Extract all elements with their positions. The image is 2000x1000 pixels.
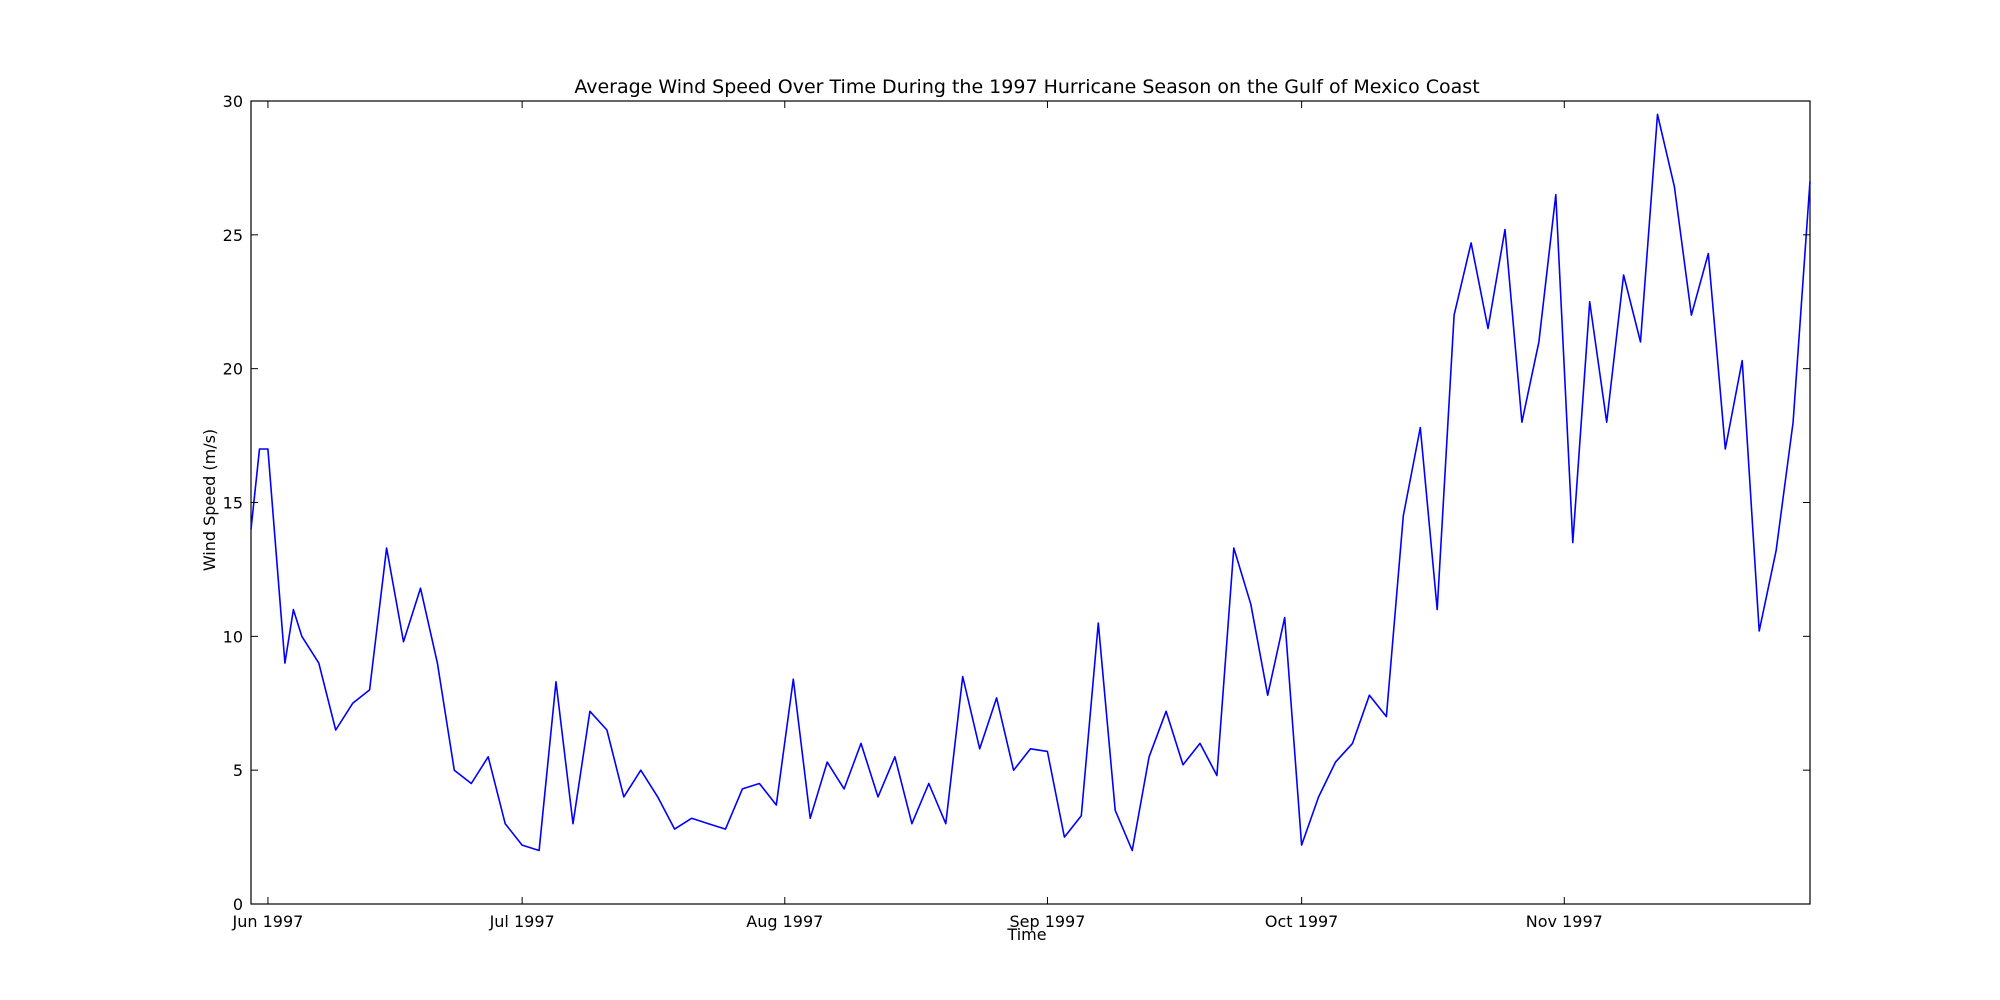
series-line-0 (250, 113, 1811, 852)
x-tick-label: Jul 1997 (489, 912, 555, 931)
x-tick-label: Aug 1997 (746, 912, 823, 931)
x-tick-label: Nov 1997 (1526, 912, 1603, 931)
y-tick-label: 25 (223, 226, 243, 245)
y-tick-label: 15 (223, 494, 243, 513)
axis-ticks: 0 5 10 15 20 25 30 Jun 1997 Jul 1997 Aug 1997 Sep … (223, 92, 1810, 931)
y-tick-label: 30 (223, 92, 243, 111)
y-tick-label: 5 (233, 761, 243, 780)
plot-area (250, 100, 1811, 905)
x-tick-label: Sep 1997 (1009, 912, 1085, 931)
y-axis-label: Wind Speed (m/s) (200, 429, 219, 571)
y-tick-label: 0 (233, 895, 243, 914)
x-axis-label: Time (1006, 925, 1046, 944)
x-tick-label: Jun 1997 (232, 912, 304, 931)
y-tick-label: 10 (223, 627, 243, 646)
x-tick-label: Oct 1997 (1265, 912, 1338, 931)
chart-title: Average Wind Speed Over Time During the … (574, 76, 1479, 98)
y-tick-label: 20 (223, 360, 243, 379)
